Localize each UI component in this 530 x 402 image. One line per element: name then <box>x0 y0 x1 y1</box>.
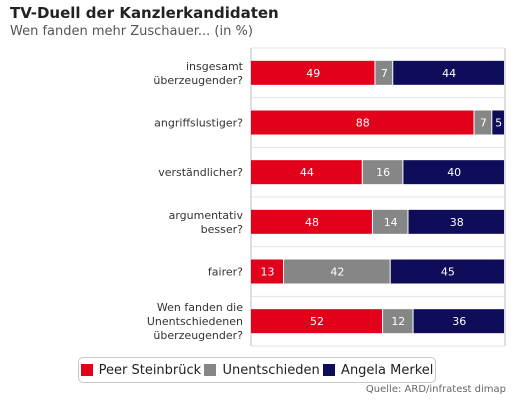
bar-value-label: 13 <box>261 266 275 279</box>
bar-value-label: 14 <box>384 216 398 229</box>
bar-segment-unentschieden <box>372 209 408 234</box>
bar-segment-steinbrueck <box>251 209 372 234</box>
category-label-line: Unentschiedenen <box>147 315 243 328</box>
category-label: insgesamt überzeugender? <box>153 60 243 87</box>
legend-label-steinbrueck: Peer Steinbrück <box>98 362 202 378</box>
bar-segment-unentschieden <box>362 160 403 185</box>
category-label-line: argumentativ <box>169 209 244 222</box>
bar-value-label: 44 <box>442 67 456 80</box>
category-label: argumentativ besser? <box>169 209 244 236</box>
category-label: verständlicher? <box>158 166 243 179</box>
bar-segment-unentschieden <box>474 110 492 135</box>
bar-segment-steinbrueck <box>251 309 383 334</box>
category-label-line: verständlicher? <box>158 166 243 179</box>
source-note: Quelle: ARD/infratest dimap <box>365 384 506 395</box>
bar-segment-steinbrueck <box>251 60 375 85</box>
stacked-bar-chart: insgesamt überzeugender?49 7 44angriffslust… <box>147 47 506 347</box>
bar-value-label: 52 <box>310 315 324 328</box>
bar-segment-merkel <box>492 110 504 135</box>
bar-value-label: 49 <box>306 67 320 80</box>
category-label-line: angriffslustiger? <box>154 117 243 130</box>
legend-swatch-merkel <box>323 364 336 376</box>
bar-segment-unentschieden <box>383 309 413 334</box>
bar-segment-merkel <box>393 60 504 85</box>
chart-legend: Peer Steinbrück Unentschieden Angela Mer… <box>78 357 436 383</box>
bar-segment-steinbrueck <box>251 259 284 284</box>
category-label-line: Wen fanden die <box>157 301 243 314</box>
bar-value-label: 42 <box>330 266 344 279</box>
legend-item-unentschieden: Unentschieden <box>204 362 320 378</box>
legend-item-steinbrueck: Peer Steinbrück <box>80 362 202 378</box>
bar-value-label: 45 <box>441 266 455 279</box>
bar-segment-unentschieden <box>375 60 393 85</box>
chart-title: TV-Duell der Kanzlerkandidaten <box>10 4 279 22</box>
category-label-line: insgesamt <box>186 60 244 73</box>
category-label-line: fairer? <box>208 266 243 279</box>
category-label-line: besser? <box>201 223 244 236</box>
bar-value-label: 12 <box>391 315 405 328</box>
category-label: fairer? <box>208 266 243 279</box>
bar-value-label: 38 <box>450 216 464 229</box>
category-label-line: überzeugender? <box>153 74 243 87</box>
bar-segment-merkel <box>408 209 504 234</box>
legend-swatch-unentschieden <box>204 364 217 376</box>
bar-value-label: 48 <box>305 216 319 229</box>
bar-segment-unentschieden <box>284 259 390 284</box>
bar-value-label: 40 <box>447 166 461 179</box>
legend-label-merkel: Angela Merkel <box>341 362 434 378</box>
legend-item-merkel: Angela Merkel <box>323 363 433 378</box>
category-label: angriffslustiger? <box>154 117 243 130</box>
category-label-line: überzeugender? <box>153 329 243 342</box>
chart-subtitle: Wen fanden mehr Zuschauer... (in %) <box>10 24 253 39</box>
bar-segment-merkel <box>390 259 504 284</box>
bar-value-label: 16 <box>376 166 390 179</box>
bar-value-label: 7 <box>480 117 487 130</box>
bar-value-label: 36 <box>452 315 466 328</box>
bar-value-label: 44 <box>300 166 314 179</box>
bar-segment-steinbrueck <box>251 110 474 135</box>
legend-swatch-steinbrueck <box>80 364 93 376</box>
legend-label-unentschieden: Unentschieden <box>222 362 320 378</box>
bar-value-label: 7 <box>381 67 388 80</box>
category-label: Wen fanden die Unentschiedenen überzeugend… <box>147 301 243 342</box>
bar-value-label: 5 <box>495 117 502 130</box>
bar-segment-merkel <box>403 160 504 185</box>
bar-segment-steinbrueck <box>251 160 362 185</box>
bar-segment-merkel <box>413 309 504 334</box>
bar-value-label: 88 <box>356 117 370 130</box>
